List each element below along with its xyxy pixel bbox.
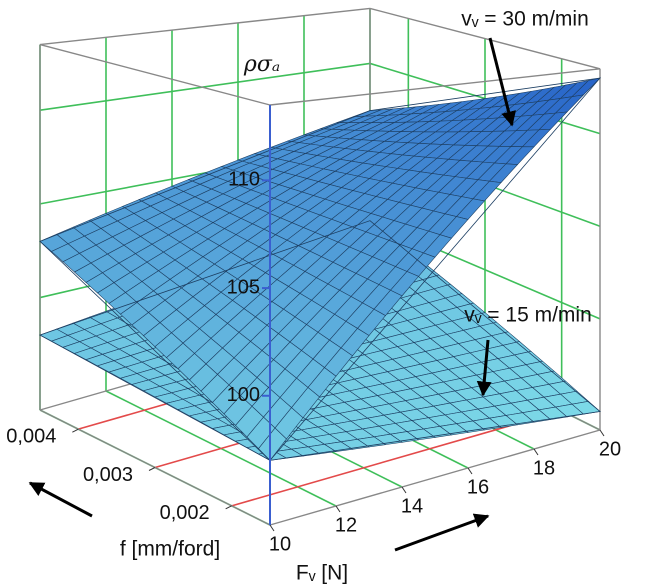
x-tick-label: 10 xyxy=(269,533,291,555)
z-axis-label: ρσₐ xyxy=(243,52,280,77)
annotation-arrow xyxy=(488,37,516,127)
y-tick xyxy=(148,467,156,471)
y-tick-label: 0,003 xyxy=(83,464,133,486)
surface xyxy=(39,77,601,461)
y-axis-label: f [mm/ford] xyxy=(120,538,220,561)
z-tick-label: 105 xyxy=(227,276,260,298)
x-tick xyxy=(533,448,539,456)
x-axis-label: Fᵥ [N] xyxy=(296,562,348,585)
annotation-arrow xyxy=(476,339,492,397)
x-tick-label: 16 xyxy=(467,476,489,498)
x-tick xyxy=(599,429,605,437)
series-label: vᵥ = 30 m/min xyxy=(461,8,589,31)
y-tick xyxy=(225,505,232,510)
box-front: 100 105 110 10 12 14 16 18 20 0,002 0,003 0,004 xyxy=(6,43,621,555)
y-tick-label: 0,004 xyxy=(6,425,56,447)
x-tick-label: 14 xyxy=(401,495,423,517)
surface xyxy=(39,220,601,461)
z-tick-label: 110 xyxy=(228,169,260,191)
box-edge xyxy=(269,429,601,526)
surfaces xyxy=(39,77,601,461)
x-tick-label: 12 xyxy=(335,514,357,536)
x-tick-label: 18 xyxy=(533,457,555,479)
grid-line xyxy=(39,62,371,111)
box-edge xyxy=(39,7,371,46)
axis-arrow xyxy=(28,481,93,518)
y-tick xyxy=(72,428,79,433)
x-tick xyxy=(401,486,407,494)
box-edge xyxy=(369,7,601,70)
x-tick xyxy=(335,505,341,513)
box-edge xyxy=(39,43,271,106)
axis-arrow xyxy=(394,513,490,552)
box-edge xyxy=(269,68,601,106)
y-tick-label: 0,002 xyxy=(160,502,210,524)
x-tick xyxy=(467,467,473,475)
x-tick-label: 20 xyxy=(599,438,621,460)
x-tick xyxy=(269,524,275,532)
series-label: vᵥ = 15 m/min xyxy=(464,304,592,327)
z-tick-label: 100 xyxy=(227,384,260,406)
